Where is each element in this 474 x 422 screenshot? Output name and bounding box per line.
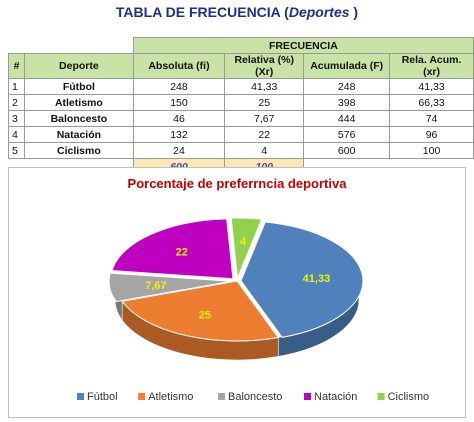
header-cumulative: Acumulada (F): [303, 53, 391, 79]
row-rel-cumulative: 66,33: [389, 94, 474, 111]
row-relative: 22: [224, 126, 305, 143]
row-cumulative: 576: [303, 126, 391, 143]
legend-item: Baloncesto: [218, 391, 282, 403]
title-italic: Deportes: [288, 4, 350, 20]
page-title: TABLA DE FRECUENCIA (Deportes ): [0, 4, 474, 20]
legend-swatch: [304, 393, 311, 400]
table-row: 5 Ciclismo 24 4 600 100: [8, 142, 474, 159]
table-row: 1 Fútbol 248 41,33 248 41,33: [8, 78, 474, 95]
row-cumulative: 398: [303, 94, 391, 111]
header-sport: Deporte: [24, 53, 134, 79]
pie-slice: [240, 221, 364, 338]
row-sport: Baloncesto: [24, 110, 134, 127]
row-rel-cumulative: 74: [389, 110, 474, 127]
row-relative: 25: [224, 94, 305, 111]
legend-swatch: [77, 393, 84, 400]
legend-item: Fútbol: [77, 391, 118, 403]
table-row: 4 Natación 132 22 576 96: [8, 126, 474, 143]
title-close: ): [349, 4, 359, 20]
pie-data-label: 41,33: [303, 273, 331, 285]
legend-label: Fútbol: [87, 391, 118, 403]
legend-swatch: [138, 393, 146, 400]
frequency-table: FRECUENCIA # Deporte Absoluta (fi) Relat…: [8, 37, 474, 175]
header-relative: Relativa (%) (Xr): [224, 53, 305, 79]
row-rel-cumulative: 41,33: [389, 78, 474, 95]
pie-slices: [108, 217, 364, 361]
table-row: 3 Baloncesto 46 7,67 444 74: [8, 110, 474, 127]
pie-data-labels: 41,33 25 7,67 22 4: [145, 236, 330, 322]
legend-item: Atletismo: [138, 391, 193, 403]
row-relative: 7,67: [224, 110, 305, 127]
pie-slice: [111, 218, 234, 280]
row-sport: Ciclismo: [24, 142, 134, 159]
row-sport: Fútbol: [24, 78, 134, 95]
legend-item: Natación: [304, 391, 357, 403]
row-index: 3: [8, 110, 25, 127]
pie-data-label: 25: [199, 310, 211, 322]
pie-chart-area: Porcentaje de preferrncia deportiva 41,3…: [8, 167, 466, 418]
blank-cell: [9, 38, 134, 54]
pie-data-label: 7,67: [145, 280, 166, 292]
chart-title: Porcentaje de preferrncia deportiva: [128, 176, 348, 191]
row-rel-cumulative: 96: [389, 126, 474, 143]
legend-label: Ciclismo: [388, 391, 430, 403]
row-absolute: 150: [132, 94, 226, 111]
legend-swatch: [218, 393, 225, 400]
pie-chart: Porcentaje de preferrncia deportiva 41,3…: [77, 176, 429, 403]
legend-label: Natación: [314, 391, 357, 403]
row-sport: Natación: [24, 126, 134, 143]
pie-data-label: 22: [176, 246, 188, 258]
row-absolute: 24: [132, 142, 226, 159]
header-absolute: Absoluta (fi): [132, 53, 226, 79]
row-index: 4: [8, 126, 25, 143]
row-index: 2: [8, 94, 25, 111]
row-cumulative: 248: [303, 78, 391, 95]
legend-swatch: [377, 393, 385, 400]
row-cumulative: 444: [303, 110, 391, 127]
legend-label: Baloncesto: [228, 391, 282, 403]
row-relative: 41,33: [224, 78, 305, 95]
row-index: 5: [8, 142, 25, 159]
pie-slice: [108, 272, 232, 303]
header-index: #: [8, 53, 25, 79]
row-cumulative: 600: [303, 142, 391, 159]
legend-item: Ciclismo: [377, 391, 430, 403]
row-rel-cumulative: 100: [389, 142, 474, 159]
pie-slice: [121, 280, 280, 342]
row-absolute: 132: [132, 126, 226, 143]
pie-data-label: 4: [240, 236, 247, 248]
row-absolute: 46: [132, 110, 226, 127]
row-relative: 4: [224, 142, 305, 159]
group-header: FRECUENCIA: [132, 37, 474, 54]
title-text: TABLA DE FRECUENCIA (: [115, 4, 289, 20]
pie-slice: [230, 217, 263, 279]
table-header-row: # Deporte Absoluta (fi) Relativa (%) (Xr…: [8, 53, 474, 79]
legend-label: Atletismo: [148, 391, 193, 403]
row-absolute: 248: [132, 78, 226, 95]
chart-legend: Fútbol Atletismo Baloncesto Natación Ciclism…: [77, 391, 429, 403]
header-rel-cumulative: Rela. Acum. (xr): [389, 53, 474, 79]
row-sport: Atletismo: [24, 94, 134, 111]
row-index: 1: [8, 78, 25, 95]
table-group-header-row: FRECUENCIA: [9, 37, 474, 54]
table-row: 2 Atletismo 150 25 398 66,33: [8, 94, 474, 111]
